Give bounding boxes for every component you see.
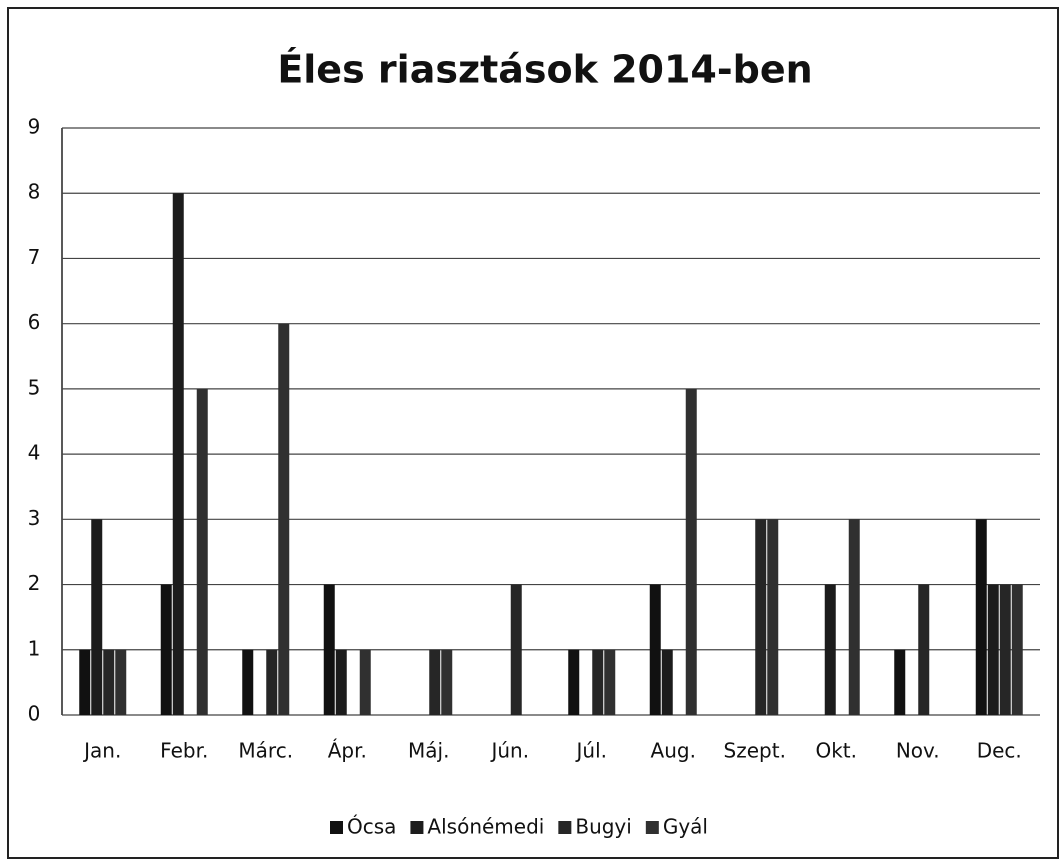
- x-tick-label: Febr.: [160, 739, 208, 763]
- bar: [755, 519, 767, 715]
- bar: [91, 519, 103, 715]
- bar: [604, 649, 616, 715]
- legend-swatch: [410, 821, 424, 834]
- bar: [335, 649, 347, 715]
- legend-swatch: [645, 821, 659, 834]
- y-tick-label: 8: [28, 180, 41, 204]
- x-tick-label: Márc.: [238, 739, 293, 763]
- y-tick-label: 9: [28, 115, 41, 139]
- y-tick-label: 5: [28, 375, 41, 399]
- bar: [1011, 584, 1023, 715]
- y-tick-label: 6: [28, 310, 41, 334]
- bar: [242, 649, 254, 715]
- y-tick-label: 4: [28, 441, 41, 465]
- x-tick-label: Máj.: [408, 739, 449, 763]
- bar: [685, 388, 697, 715]
- y-tick-label: 2: [28, 571, 41, 595]
- x-tick-label: Jan.: [82, 739, 121, 763]
- x-tick-label: Aug.: [651, 739, 696, 763]
- bar: [975, 519, 987, 715]
- bar: [918, 584, 930, 715]
- bar: [115, 649, 127, 715]
- bar: [987, 584, 999, 715]
- legend-swatch: [330, 821, 343, 834]
- x-tick-label: Júl.: [575, 739, 608, 763]
- bar: [441, 649, 453, 715]
- bar: [592, 649, 604, 715]
- bar: [359, 649, 371, 715]
- y-tick-label: 7: [28, 245, 41, 269]
- bar: [160, 584, 172, 715]
- bar: [429, 649, 441, 715]
- y-tick-label: 0: [28, 702, 41, 726]
- x-tick-label: Ápr.: [328, 739, 367, 763]
- legend-label: Bugyi: [575, 815, 631, 839]
- bar: [894, 649, 906, 715]
- x-tick-label: Szept.: [724, 739, 786, 763]
- chart-frame: [7, 7, 1059, 859]
- bar: [661, 649, 673, 715]
- bar: [323, 584, 335, 715]
- bar: [79, 649, 91, 715]
- y-tick-label: 1: [28, 636, 41, 660]
- legend-label: Ócsa: [347, 815, 396, 839]
- chart-title: Éles riasztások 2014-ben: [277, 48, 812, 92]
- bar: [266, 649, 278, 715]
- bar: [103, 649, 115, 715]
- bar: [196, 388, 208, 715]
- bar: [848, 519, 860, 715]
- x-tick-label: Nov.: [896, 739, 940, 763]
- legend-swatch: [558, 821, 572, 834]
- x-tick-label: Okt.: [815, 739, 857, 763]
- bar: [172, 193, 184, 715]
- bar: [999, 584, 1011, 715]
- bar: [568, 649, 580, 715]
- x-tick-label: Jún.: [489, 739, 529, 763]
- legend-label: Gyál: [663, 815, 708, 839]
- bar: [649, 584, 661, 715]
- y-tick-label: 3: [28, 506, 41, 530]
- bar: [824, 584, 836, 715]
- bar: [767, 519, 779, 715]
- bar: [510, 584, 522, 715]
- bar: [278, 323, 290, 715]
- legend-label: Alsónémedi: [427, 815, 544, 839]
- x-tick-label: Dec.: [977, 739, 1022, 763]
